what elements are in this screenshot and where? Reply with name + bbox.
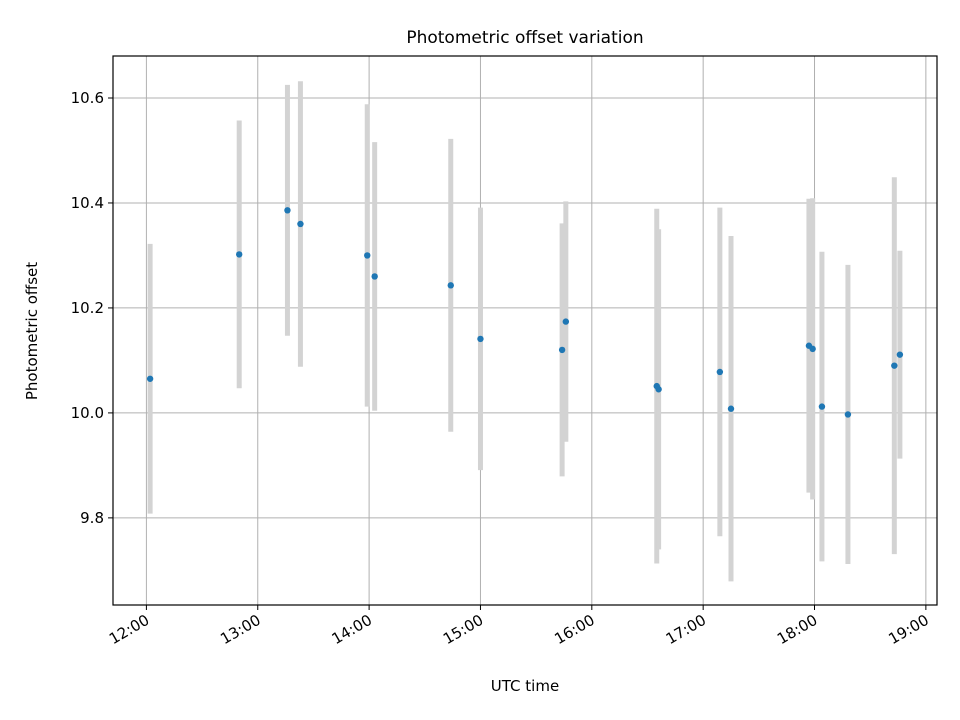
data-point [477,335,484,343]
x-axis-label: UTC time [491,677,559,695]
y-tick-label: 10.2 [71,299,104,317]
y-tick-label: 10.0 [71,404,104,422]
data-point [818,403,826,410]
data-point [655,386,662,393]
y-tick-label: 9.8 [80,509,104,527]
data-point [146,375,154,382]
data-point [284,207,291,214]
data-points [146,207,904,418]
data-point [558,346,566,354]
plot-frame [112,55,938,606]
data-point [727,405,735,412]
y-axis-label: Photometric offset [23,262,41,400]
data-point [371,273,378,280]
plot-area-background [113,56,937,605]
data-point [235,251,243,258]
data-point [809,345,816,353]
chart-title: Photometric offset variation [406,28,643,48]
data-point [562,318,570,325]
data-point [447,282,454,289]
data-point [364,252,371,259]
y-tick-label: 10.6 [71,89,104,107]
data-point [896,351,904,358]
y-axis-ticks: 9.8 10.0 10.2 10.4 10.6 [71,89,113,527]
y-tick-label: 10.4 [71,194,104,212]
data-point [297,220,304,228]
data-point [844,411,852,418]
data-point [891,362,898,369]
data-point [716,368,724,376]
